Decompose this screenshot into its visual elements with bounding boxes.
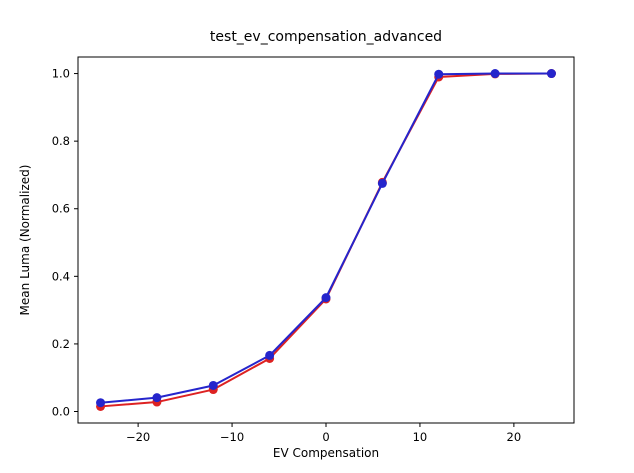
x-tick-label: −20 <box>126 430 150 444</box>
series-blue-marker <box>490 69 500 79</box>
axes-frame <box>77 56 575 424</box>
series-blue-marker <box>96 398 106 408</box>
x-axis-label: EV Compensation <box>272 446 380 460</box>
x-tick-label: −10 <box>220 430 244 444</box>
y-tick-label: 0.4 <box>52 269 70 283</box>
y-tick-label: 0.8 <box>52 134 70 148</box>
series-blue-marker <box>434 69 444 79</box>
series-blue-marker <box>152 393 162 403</box>
y-axis-label: Mean Luma (Normalized) <box>18 164 32 316</box>
series-blue-marker <box>208 380 218 390</box>
series-blue-marker <box>321 293 331 303</box>
y-tick-label: 1.0 <box>52 67 70 81</box>
y-tick-label: 0.0 <box>52 405 70 419</box>
y-tick-label: 0.6 <box>52 202 70 216</box>
y-tick-label: 0.2 <box>52 337 70 351</box>
x-tick-label: 0 <box>322 430 329 444</box>
chart-title: test_ev_compensation_advanced <box>209 29 443 45</box>
x-tick-label: 20 <box>507 430 522 444</box>
series-blue-marker <box>265 350 275 360</box>
series-blue-marker <box>377 178 387 188</box>
x-tick-label: 10 <box>413 430 428 444</box>
series-blue-marker <box>546 69 556 79</box>
